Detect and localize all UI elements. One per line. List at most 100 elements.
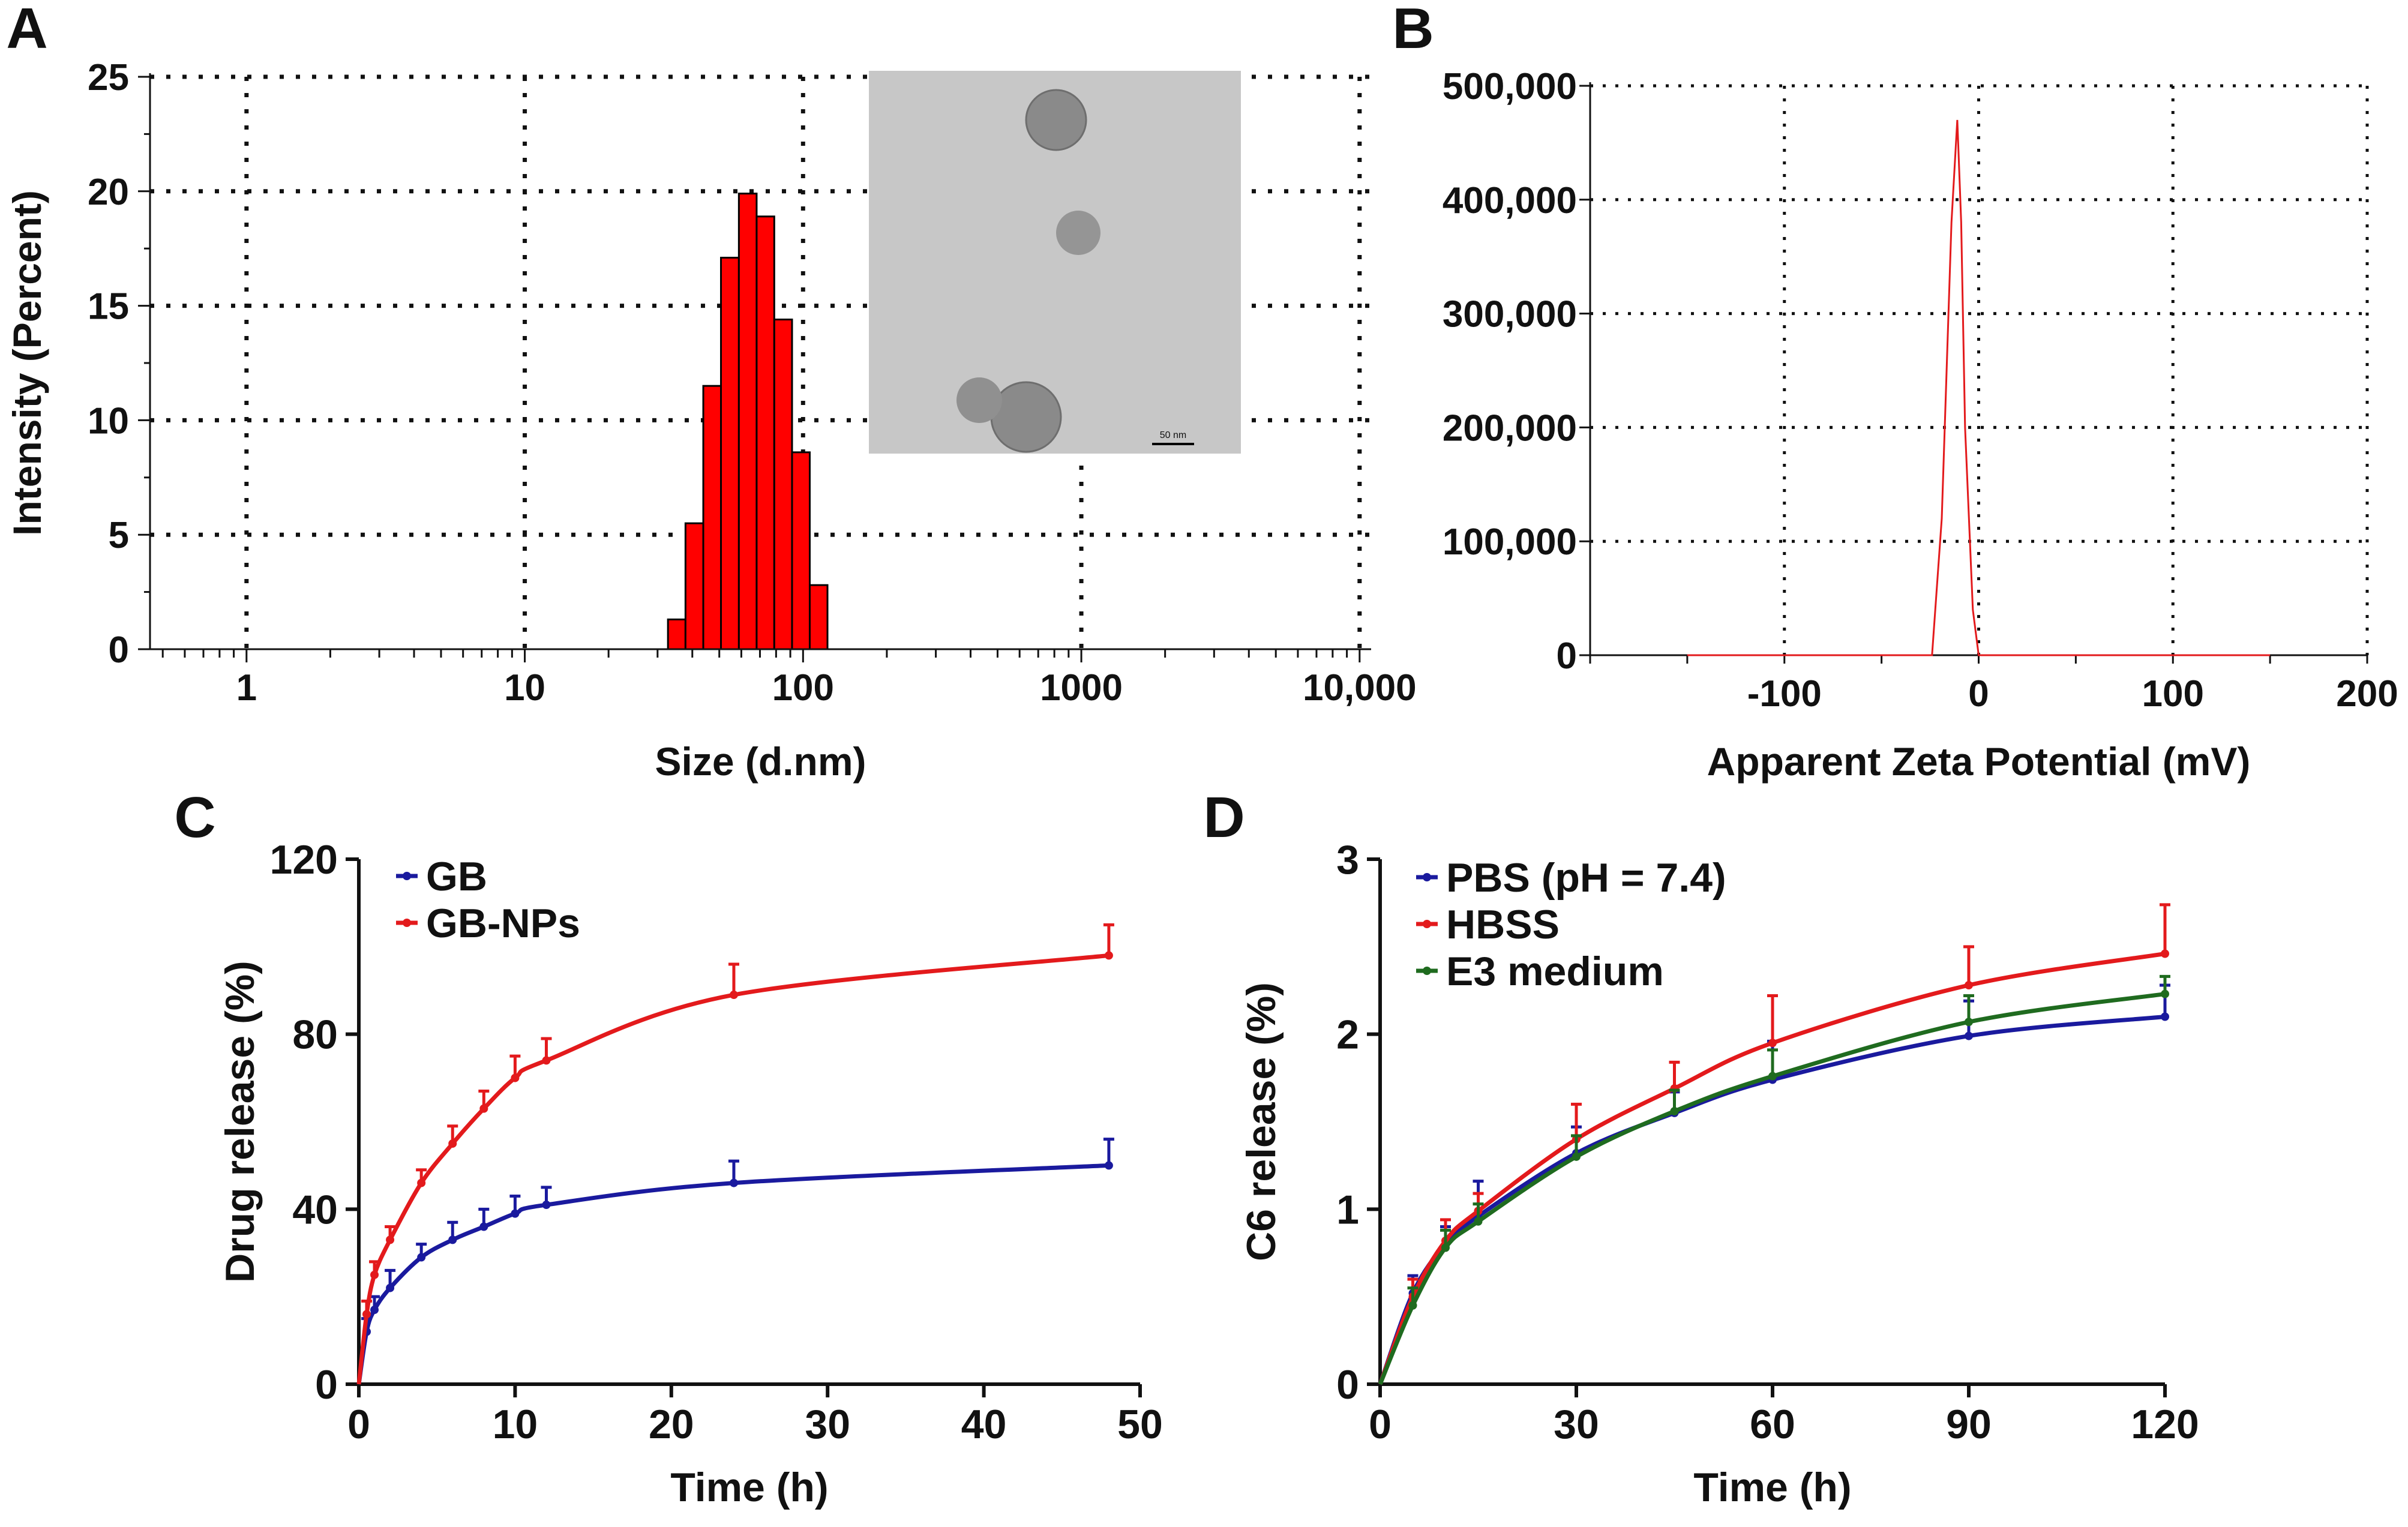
p2-data-point	[1104, 951, 1113, 960]
p2-data-point	[362, 1310, 371, 1319]
b-xtick-label: 200	[2336, 673, 2398, 715]
p2-ytick-label: 120	[270, 837, 338, 883]
p3-ytick-label: 3	[1336, 837, 1359, 883]
b-xtick-label: 100	[2142, 673, 2204, 715]
p2-data-point	[729, 991, 738, 1000]
tem-scale-bar-label: 50 nm	[1160, 430, 1186, 440]
p2-data-point	[1104, 1161, 1113, 1170]
p2-xtick-label: 0	[347, 1402, 370, 1447]
p3-data-point	[1965, 1031, 1973, 1040]
a-ytick-label: 5	[109, 515, 129, 556]
p3-xtick-label: 60	[1750, 1402, 1795, 1447]
c-legend-label: GB	[426, 854, 487, 899]
p2-data-point	[479, 1104, 488, 1113]
a-histogram-bar	[808, 584, 829, 650]
p3-ytick-label: 2	[1336, 1012, 1359, 1058]
p2-ytick-label: 0	[315, 1362, 338, 1408]
p3-xtick-label: 120	[2131, 1402, 2199, 1447]
p3-data-point	[2161, 989, 2169, 998]
p3-data-point	[1572, 1152, 1581, 1161]
p2-data-point	[729, 1178, 738, 1187]
c-legend-marker	[403, 872, 411, 880]
b-ytick-label: 500,000	[1443, 66, 1577, 107]
p2-data-point	[479, 1222, 488, 1231]
p3-data-point	[1408, 1301, 1417, 1310]
p3-data-point	[1768, 1039, 1777, 1048]
panel-label-c: C	[174, 785, 215, 850]
a-xtick-label: 10	[504, 667, 545, 709]
p3-data-point	[1670, 1107, 1679, 1115]
a-y-axis-title: Intensity (Percent)	[5, 190, 49, 536]
tem-nanoparticle	[1025, 89, 1087, 151]
d-legend-marker	[1423, 967, 1431, 975]
p2-data-point	[386, 1235, 395, 1244]
p2-data-point	[448, 1139, 457, 1148]
p2-data-point	[417, 1253, 426, 1262]
b-xtick-label: 0	[1968, 673, 1989, 715]
p2-data-point	[542, 1056, 551, 1065]
b-x-axis-title: Apparent Zeta Potential (mV)	[1707, 739, 2251, 784]
a-histogram-bar	[720, 256, 740, 650]
a-histogram-bar	[667, 618, 686, 650]
d-legend-marker	[1423, 920, 1431, 928]
b-zeta-line	[1687, 119, 2271, 656]
p2-data-point	[542, 1201, 551, 1210]
a-ytick-label: 25	[88, 57, 129, 98]
p2-ytick-label: 80	[292, 1012, 338, 1058]
p2-data-point	[511, 1073, 520, 1082]
c-legend-label: GB-NPs	[426, 901, 580, 946]
a-ytick-label: 10	[88, 400, 129, 442]
p2-series-line	[356, 1163, 1109, 1385]
tem-nanoparticle	[1056, 211, 1100, 255]
p2-xtick-label: 30	[805, 1402, 850, 1447]
p2-xtick-label: 50	[1117, 1402, 1163, 1447]
p3-xtick-label: 30	[1554, 1402, 1599, 1447]
a-histogram-bar	[755, 215, 775, 650]
a-ytick-label: 15	[88, 286, 129, 328]
a-ytick-label: 0	[109, 629, 129, 671]
b-xtick-label: -100	[1747, 673, 1822, 715]
panel-label-b: B	[1392, 0, 1434, 61]
p3-data-point	[1474, 1217, 1483, 1226]
panel-label-a: A	[6, 0, 47, 61]
a-histogram-bar	[684, 522, 704, 650]
p3-data-point	[1965, 1018, 1973, 1027]
p2-x-axis-title: Time (h)	[670, 1465, 828, 1510]
p3-data-point	[1441, 1243, 1450, 1252]
b-ytick-label: 400,000	[1443, 180, 1577, 221]
b-ytick-label: 0	[1557, 635, 1577, 677]
a-histogram-bar	[791, 451, 811, 650]
a-x-axis-title: Size (d.nm)	[655, 739, 866, 784]
a-xtick-label: 1000	[1040, 667, 1123, 709]
b-ytick-label: 300,000	[1443, 294, 1577, 335]
p3-y-axis-title: C6 release (%)	[1239, 982, 1284, 1261]
p2-data-point	[370, 1270, 379, 1279]
a-histogram-bar	[702, 385, 722, 650]
b-ytick-label: 100,000	[1443, 521, 1577, 563]
tem-nanoparticle	[990, 381, 1062, 453]
p2-data-point	[511, 1209, 520, 1218]
p3-xtick-label: 0	[1369, 1402, 1392, 1447]
d-legend-label: PBS (pH = 7.4)	[1446, 855, 1726, 901]
p3-ytick-label: 0	[1336, 1362, 1359, 1408]
p2-data-point	[417, 1178, 426, 1187]
p2-xtick-label: 20	[649, 1402, 694, 1447]
p3-data-point	[1768, 1072, 1777, 1081]
b-ytick-label: 200,000	[1443, 407, 1577, 449]
p2-data-point	[448, 1235, 457, 1244]
p3-data-point	[1965, 981, 1973, 989]
p2-ytick-label: 40	[292, 1187, 338, 1232]
p3-xtick-label: 90	[1946, 1402, 1992, 1447]
a-xtick-label: 10,000	[1303, 667, 1417, 709]
a-ytick-label: 20	[88, 172, 129, 213]
p2-xtick-label: 10	[493, 1402, 538, 1447]
a-histogram-bar	[737, 193, 758, 650]
p3-data-point	[2161, 949, 2169, 958]
a-histogram-bar	[773, 318, 793, 650]
p3-ytick-label: 1	[1336, 1187, 1359, 1232]
panel-label-d: D	[1203, 785, 1245, 850]
a-xtick-label: 1	[236, 667, 257, 709]
d-legend-label: HBSS	[1446, 902, 1560, 947]
c-legend-marker	[403, 919, 411, 927]
d-legend-label: E3 medium	[1446, 949, 1664, 994]
